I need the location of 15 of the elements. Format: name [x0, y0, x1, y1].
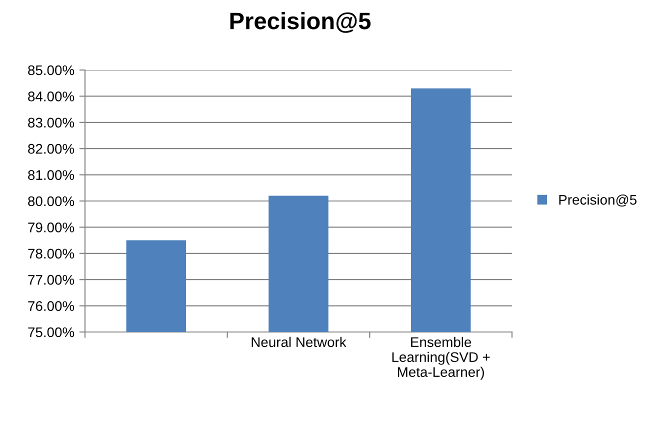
y-tick-label: 81.00% [28, 170, 74, 180]
x-tick-label: Ensemble Learning(SVD + Meta-Learner) [392, 336, 490, 380]
chart-title: Precision@5 [230, 12, 371, 33]
y-tick-label: 84.00% [28, 92, 74, 102]
y-tick-label: 79.00% [28, 222, 74, 232]
x-tick-label: Neural Network [252, 336, 346, 348]
y-tick-label: 78.00% [28, 248, 74, 259]
y-tick-label: 77.00% [28, 274, 74, 285]
y-tick-label: 76.00% [28, 301, 74, 311]
y-tick-label: 82.00% [28, 144, 74, 154]
legend-label: Precision@5 [559, 194, 637, 207]
y-tick-label: 83.00% [28, 118, 74, 128]
y-tick-label: 75.00% [28, 327, 74, 338]
y-tick-label: 85.00% [28, 65, 74, 76]
y-tick-label: 80.00% [28, 196, 74, 206]
